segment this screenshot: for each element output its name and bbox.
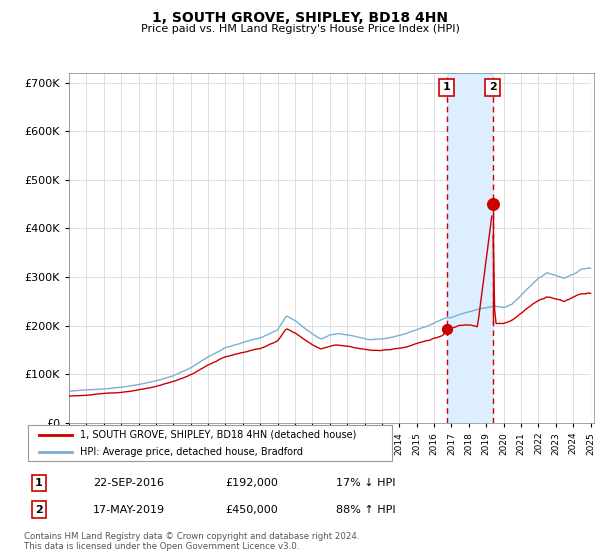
- Text: HPI: Average price, detached house, Bradford: HPI: Average price, detached house, Brad…: [80, 447, 303, 458]
- Text: 1, SOUTH GROVE, SHIPLEY, BD18 4HN: 1, SOUTH GROVE, SHIPLEY, BD18 4HN: [152, 11, 448, 25]
- Text: 1, SOUTH GROVE, SHIPLEY, BD18 4HN (detached house): 1, SOUTH GROVE, SHIPLEY, BD18 4HN (detac…: [80, 430, 356, 440]
- Point: [488, 199, 497, 208]
- Text: 88% ↑ HPI: 88% ↑ HPI: [336, 505, 395, 515]
- Text: 17% ↓ HPI: 17% ↓ HPI: [336, 478, 395, 488]
- Text: 2: 2: [489, 82, 497, 92]
- Point: [442, 325, 451, 334]
- Text: 2: 2: [35, 505, 43, 515]
- Text: Price paid vs. HM Land Registry's House Price Index (HPI): Price paid vs. HM Land Registry's House …: [140, 24, 460, 34]
- Bar: [446, 73, 493, 423]
- Text: 22-SEP-2016: 22-SEP-2016: [93, 478, 164, 488]
- FancyBboxPatch shape: [28, 424, 392, 461]
- Text: 1: 1: [35, 478, 43, 488]
- Text: £450,000: £450,000: [225, 505, 278, 515]
- Text: 1: 1: [443, 82, 451, 92]
- Bar: [590, 73, 594, 423]
- Text: £192,000: £192,000: [225, 478, 278, 488]
- Text: Contains HM Land Registry data © Crown copyright and database right 2024.
This d: Contains HM Land Registry data © Crown c…: [24, 532, 359, 552]
- Text: 17-MAY-2019: 17-MAY-2019: [93, 505, 165, 515]
